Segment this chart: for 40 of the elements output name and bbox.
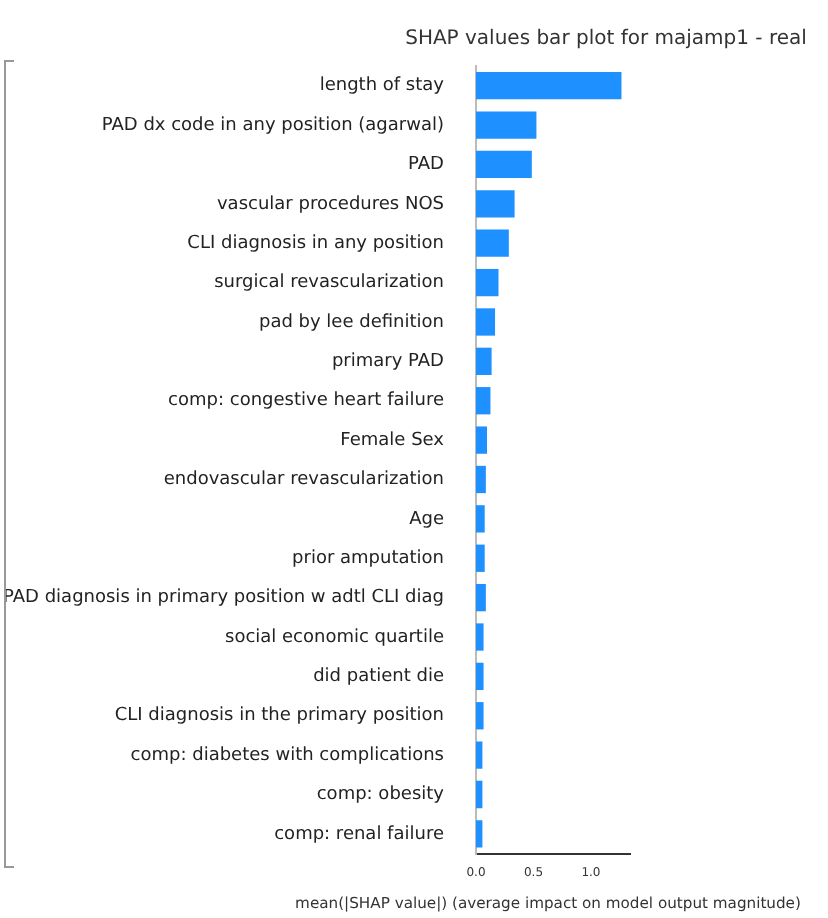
- bar: [476, 150, 532, 179]
- y-tick-label: endovascular revascularization: [163, 470, 444, 491]
- bar: [476, 268, 499, 297]
- bar: [476, 780, 483, 809]
- y-tick-label: PAD: [408, 155, 445, 176]
- bar: [476, 426, 487, 454]
- y-tick-label: surgical revascularization: [214, 273, 444, 294]
- bar: [476, 387, 491, 415]
- bar: [476, 623, 484, 651]
- y-tick-label: PAD dx code in any position (agarwal): [101, 115, 444, 136]
- bar: [476, 111, 537, 139]
- bar: [476, 544, 485, 572]
- bar: [476, 741, 483, 769]
- bar: [476, 465, 486, 494]
- bar: [476, 583, 486, 612]
- y-tick-label: comp: renal failure: [274, 824, 445, 845]
- bar: [476, 190, 515, 218]
- chart-title: SHAP values bar plot for majamp1 - real: [405, 28, 807, 50]
- bar: [476, 702, 484, 730]
- bar: [476, 662, 484, 691]
- y-tick-label: comp: diabetes with complications: [130, 745, 445, 766]
- bar: [476, 347, 492, 376]
- bar: [476, 229, 509, 257]
- y-tick-label: comp: congestive heart failure: [168, 391, 445, 412]
- bar: [476, 820, 483, 848]
- y-tick-label: Age: [409, 509, 445, 530]
- y-tick-label: pad by lee definition: [258, 312, 444, 333]
- y-tick-label: comp: obesity: [316, 785, 446, 806]
- y-tick-label: prior amputation: [292, 548, 444, 569]
- y-tick-label: did patient die: [313, 667, 445, 688]
- y-tick-label: primary PAD: [331, 352, 445, 373]
- y-tick-label: CLI diagnosis in any position: [187, 233, 444, 254]
- y-tick-label: Female Sex: [340, 430, 446, 451]
- bar: [476, 505, 485, 533]
- y-tick-label: social economic quartile: [225, 627, 445, 648]
- y-tick-label: vascular procedures NOS: [216, 194, 445, 215]
- bar: [476, 72, 622, 100]
- y-tick-label: length of stay: [319, 76, 446, 97]
- bar: [476, 308, 496, 336]
- y-tick-label: CLI diagnosis in the primary position: [114, 706, 444, 727]
